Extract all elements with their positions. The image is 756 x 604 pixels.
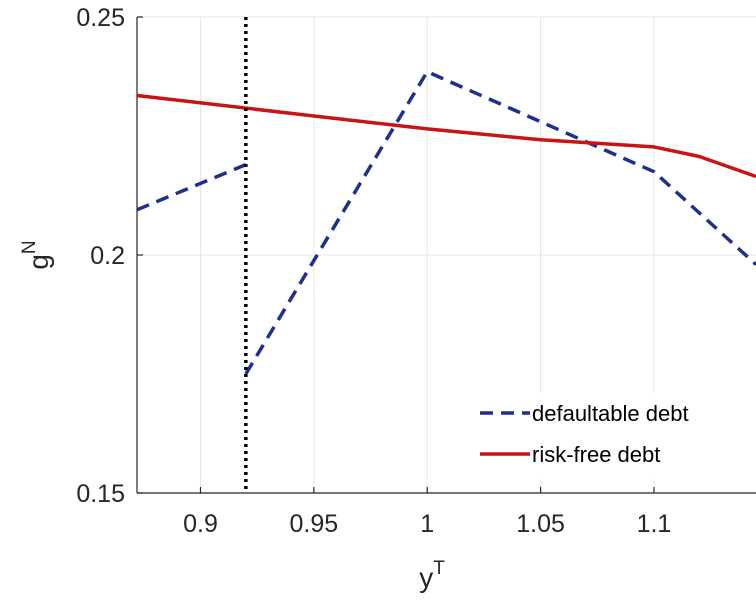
y-tick-label: 0.15 xyxy=(76,480,125,508)
x-tick-label: 1.1 xyxy=(637,510,672,538)
series xyxy=(136,17,756,493)
legend: defaultable debt risk-free debt xyxy=(470,393,732,479)
x-tick-label: 1.05 xyxy=(516,510,565,538)
x-tick-label: 1 xyxy=(420,510,434,538)
x-axis-title: yT xyxy=(419,558,445,593)
x-tick-label: 0.95 xyxy=(290,510,339,538)
y-tick-label: 0.25 xyxy=(76,4,125,32)
legend-box xyxy=(470,393,732,479)
tick-labels: 0.9 0.95 1 1.05 1.1 0.15 0.2 0.25 xyxy=(76,4,671,538)
legend-label-defaultable-debt: defaultable debt xyxy=(532,401,689,426)
series-line-defaultable-debt xyxy=(244,69,756,375)
x-tick-label: 0.9 xyxy=(183,510,218,538)
legend-label-risk-free-debt: risk-free debt xyxy=(532,442,660,467)
series-line-risk-free-debt xyxy=(136,93,756,179)
series-line-defaultable-debt xyxy=(136,162,247,212)
y-axis-title: gN xyxy=(19,240,54,269)
y-tick-label: 0.2 xyxy=(90,242,125,270)
